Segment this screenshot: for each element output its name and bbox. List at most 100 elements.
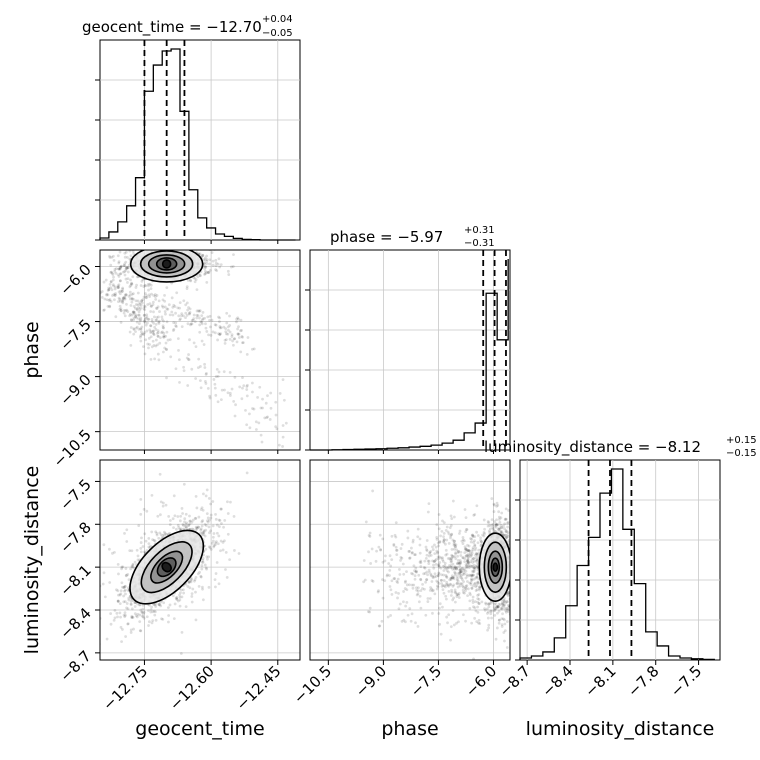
sample-point xyxy=(468,564,472,568)
sample-point xyxy=(449,576,453,580)
sample-point xyxy=(147,536,151,540)
sample-point xyxy=(404,620,407,624)
sample-point xyxy=(209,333,213,337)
sample-point xyxy=(379,548,383,552)
sample-point xyxy=(130,614,134,618)
sample-point xyxy=(489,612,493,616)
sample-point xyxy=(476,582,480,585)
sample-point xyxy=(182,314,185,318)
sample-point xyxy=(139,334,143,338)
sample-point xyxy=(449,560,453,564)
sample-point xyxy=(281,435,285,439)
sample-point xyxy=(448,578,452,582)
sample-point xyxy=(187,580,191,584)
sample-point xyxy=(167,614,170,617)
sample-point xyxy=(459,550,463,554)
sample-point xyxy=(462,568,466,572)
sample-point xyxy=(475,552,479,556)
sample-point xyxy=(443,561,447,565)
sample-point xyxy=(214,585,217,589)
sample-point xyxy=(464,548,468,552)
sample-point xyxy=(442,538,446,541)
sample-point xyxy=(238,336,241,339)
sample-point xyxy=(507,591,510,595)
sample-point xyxy=(199,365,202,368)
sample-point xyxy=(127,596,131,600)
sample-point xyxy=(144,323,148,327)
sample-point xyxy=(457,582,461,586)
sample-point xyxy=(448,564,451,567)
sample-point xyxy=(161,350,165,354)
sample-point xyxy=(425,539,429,542)
sample-point xyxy=(414,569,418,573)
sample-point xyxy=(168,313,172,317)
sample-point xyxy=(460,578,464,581)
sample-point xyxy=(154,318,158,322)
sample-point xyxy=(142,245,145,248)
sample-point xyxy=(228,391,232,395)
sample-point xyxy=(233,549,236,552)
sample-point xyxy=(445,565,449,569)
sample-point xyxy=(395,553,399,557)
sample-point xyxy=(146,303,150,306)
sample-point xyxy=(125,606,128,610)
sample-point xyxy=(195,526,199,530)
sample-point xyxy=(473,539,476,543)
sample-point xyxy=(200,533,204,537)
sample-point xyxy=(405,583,409,587)
sample-point xyxy=(118,250,122,254)
sample-point xyxy=(47,514,50,517)
sample-point xyxy=(442,573,446,577)
sample-point xyxy=(196,245,199,248)
sample-point xyxy=(398,568,401,571)
sample-point xyxy=(506,600,509,604)
panel-frame xyxy=(99,459,301,661)
tick-label: −7.5 xyxy=(407,662,445,700)
sample-point xyxy=(103,308,106,312)
sample-point xyxy=(121,286,125,290)
sample-point xyxy=(452,575,456,579)
sample-point xyxy=(117,261,121,265)
sample-point xyxy=(451,562,455,566)
sample-point xyxy=(450,532,454,536)
sample-point xyxy=(455,582,459,586)
sample-point xyxy=(465,548,469,551)
sample-point xyxy=(416,625,420,628)
sample-point xyxy=(236,332,240,336)
sample-point xyxy=(377,545,381,549)
sample-point xyxy=(472,541,475,544)
sample-point xyxy=(486,628,489,632)
sample-point xyxy=(235,317,239,321)
sample-point xyxy=(513,585,516,588)
sample-point xyxy=(457,561,461,565)
density-phase-vs-geocent-time xyxy=(100,245,288,448)
sample-point xyxy=(502,596,506,600)
sample-point xyxy=(152,332,156,336)
sample-point xyxy=(432,566,436,570)
sample-point xyxy=(490,497,494,500)
sample-point xyxy=(494,523,498,527)
sample-point xyxy=(119,266,122,269)
sample-point xyxy=(497,618,501,622)
sample-point xyxy=(202,264,206,268)
sample-point xyxy=(461,584,465,588)
sample-point xyxy=(513,525,516,528)
sample-point xyxy=(215,540,218,544)
sample-point xyxy=(503,533,507,537)
sample-point xyxy=(157,536,161,540)
sample-point xyxy=(467,553,470,557)
sample-point xyxy=(156,247,159,250)
sample-point xyxy=(176,523,180,527)
sample-point xyxy=(487,605,491,609)
sample-point xyxy=(506,534,510,538)
sample-point xyxy=(157,602,161,606)
sample-point xyxy=(425,548,428,551)
sample-point xyxy=(177,358,181,361)
sample-point xyxy=(179,591,182,595)
sample-point xyxy=(130,313,134,317)
sample-point xyxy=(223,338,227,342)
sample-point xyxy=(503,618,506,622)
sample-point xyxy=(158,341,162,345)
sample-point xyxy=(118,304,122,308)
sample-point xyxy=(172,526,175,530)
